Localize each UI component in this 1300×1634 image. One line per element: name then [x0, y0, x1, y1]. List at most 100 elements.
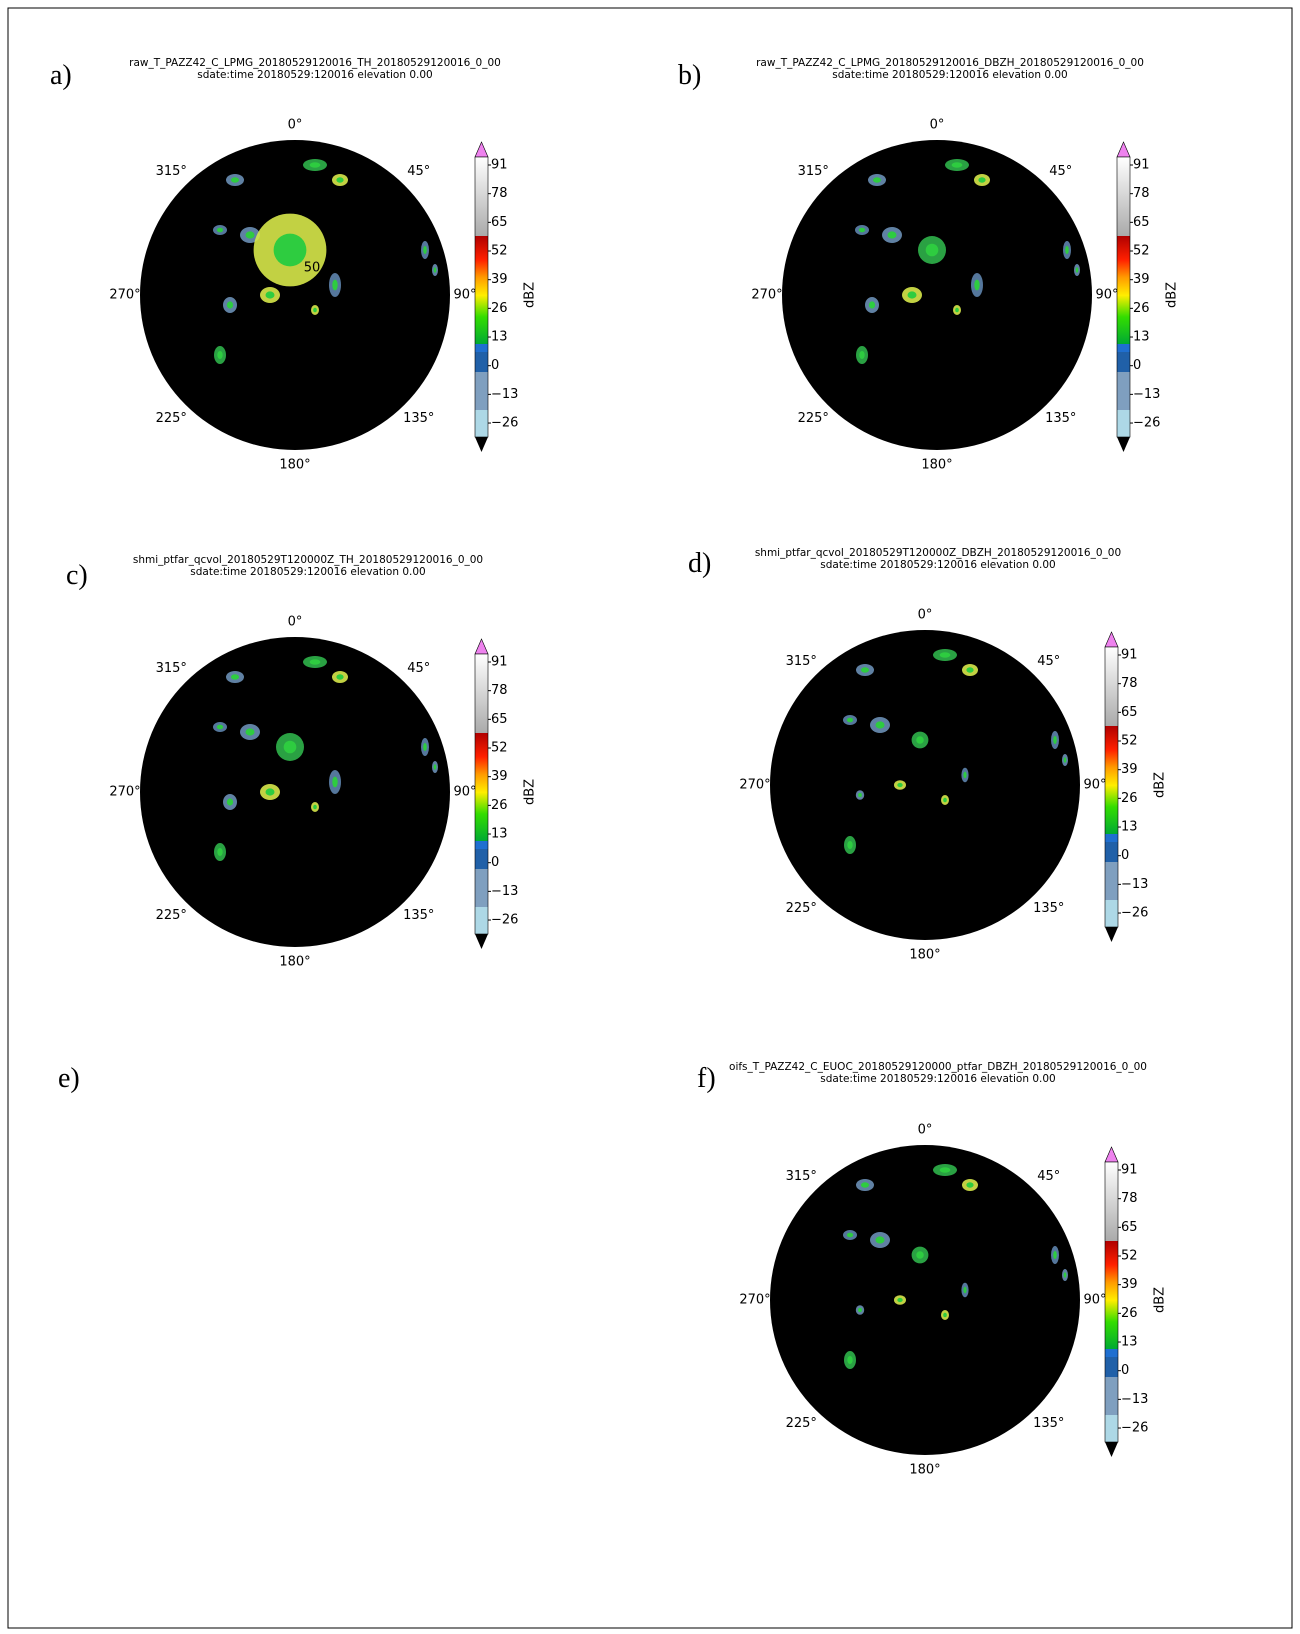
colorbar-band: [475, 654, 488, 733]
angle-label: 315°: [786, 1169, 817, 1184]
angle-label: 180°: [909, 948, 940, 963]
angle-label: 45°: [1037, 1169, 1060, 1184]
echo-core: [897, 1298, 902, 1302]
colorbar-band: [1105, 1349, 1118, 1357]
echo-core: [847, 1356, 852, 1364]
echo-core: [916, 736, 924, 744]
angle-label: 135°: [403, 411, 434, 426]
angle-label: 180°: [921, 458, 952, 473]
colorbar-label: dBZ: [1153, 772, 1168, 798]
colorbar-band: [475, 344, 488, 352]
echo-core: [916, 1251, 924, 1259]
colorbar-tick-label: 13: [491, 827, 508, 842]
echo-core: [897, 783, 902, 787]
echo-core: [313, 805, 317, 810]
colorbar-band: [1117, 410, 1130, 437]
panel-label: f): [697, 1063, 716, 1094]
colorbar-tick-label: 52: [1121, 734, 1138, 749]
colorbar-tick-label: 39: [491, 272, 508, 287]
echo-core: [859, 228, 865, 233]
echo-core: [974, 280, 979, 291]
angle-label: 0°: [918, 608, 933, 623]
panel-label: d): [688, 548, 711, 579]
colorbar-band: [475, 236, 488, 344]
colorbar-band: [1117, 157, 1130, 236]
panel-label: c): [66, 560, 88, 591]
angle-label: 315°: [786, 654, 817, 669]
colorbar-label: dBZ: [1153, 1287, 1168, 1313]
colorbar-band: [1117, 372, 1130, 410]
colorbar-tick-label: 91: [1133, 158, 1150, 173]
echo-core: [963, 772, 966, 778]
echo-core: [847, 718, 853, 723]
angle-label: 180°: [279, 458, 310, 473]
echo-core: [869, 301, 875, 308]
range-label: 50: [304, 261, 321, 276]
colorbar-tick-label: 78: [491, 683, 508, 698]
colorbar-tick-label: 13: [1133, 330, 1150, 345]
colorbar-tick-label: 0: [1121, 1363, 1129, 1378]
angle-label: 135°: [1033, 1416, 1064, 1431]
echo-core: [313, 308, 317, 313]
echo-core: [231, 177, 239, 182]
echo-core: [1064, 757, 1067, 762]
angle-label: 270°: [109, 785, 140, 800]
echo-core: [217, 228, 223, 233]
colorbar-tick-label: −26: [1121, 1421, 1148, 1436]
angle-label: 135°: [403, 908, 434, 923]
colorbar-tick-label: 39: [1133, 272, 1150, 287]
colorbar-tick-label: 65: [1121, 1220, 1138, 1235]
colorbar-tick-label: 52: [1121, 1249, 1138, 1264]
colorbar-tick-label: −13: [491, 387, 518, 402]
angle-label: 45°: [1049, 164, 1072, 179]
colorbar-band: [1105, 1415, 1118, 1442]
angle-label: 0°: [918, 1123, 933, 1138]
echo-core: [952, 162, 963, 167]
colorbar-tick-label: −13: [1121, 1392, 1148, 1407]
echo-core: [266, 788, 275, 795]
colorbar-tick-label: 26: [1121, 791, 1138, 806]
angle-label: 225°: [156, 411, 187, 426]
echo-core: [858, 1308, 862, 1312]
echo-core: [310, 162, 321, 167]
echo-core: [217, 725, 223, 730]
angle-label: 315°: [156, 164, 187, 179]
echo-core: [861, 1182, 869, 1187]
echo-core: [940, 652, 951, 657]
radar-disc: [770, 630, 1080, 940]
colorbar-tick-label: 39: [1121, 1277, 1138, 1292]
angle-label: 180°: [909, 1463, 940, 1478]
angle-label: 45°: [1037, 654, 1060, 669]
colorbar-tick-label: 52: [491, 741, 508, 756]
colorbar-min: [1105, 927, 1118, 942]
panel-label: b): [678, 60, 701, 91]
colorbar-band: [475, 733, 488, 841]
colorbar-band: [1105, 1162, 1118, 1241]
colorbar-tick-label: 65: [491, 712, 508, 727]
panel-title: shmi_ptfar_qcvol_20180529T120000Z_DBZH_2…: [755, 547, 1121, 559]
angle-label: 45°: [407, 164, 430, 179]
colorbar-band: [1105, 726, 1118, 834]
colorbar-band: [1105, 647, 1118, 726]
angle-label: 45°: [407, 661, 430, 676]
colorbar-tick-label: 91: [491, 655, 508, 670]
colorbar-band: [1105, 1241, 1118, 1349]
colorbar: 917865523926130−13−26dBZ: [1105, 1147, 1168, 1457]
colorbar-tick-label: −26: [1133, 416, 1160, 431]
colorbar-tick-label: 52: [491, 244, 508, 259]
colorbar: 917865523926130−13−26dBZ: [1117, 142, 1180, 452]
colorbar-max: [475, 142, 488, 157]
colorbar-band: [475, 372, 488, 410]
echo-core: [336, 674, 343, 679]
angle-label: 0°: [930, 118, 945, 133]
colorbar-label: dBZ: [1165, 282, 1180, 308]
colorbar-tick-label: 52: [1133, 244, 1150, 259]
echo-core: [888, 231, 897, 238]
echo-core: [217, 848, 222, 856]
colorbar-tick-label: 78: [1121, 676, 1138, 691]
colorbar-min: [475, 437, 488, 452]
echo-core: [859, 351, 864, 359]
echo-core: [926, 244, 939, 257]
echo-core: [978, 177, 985, 182]
